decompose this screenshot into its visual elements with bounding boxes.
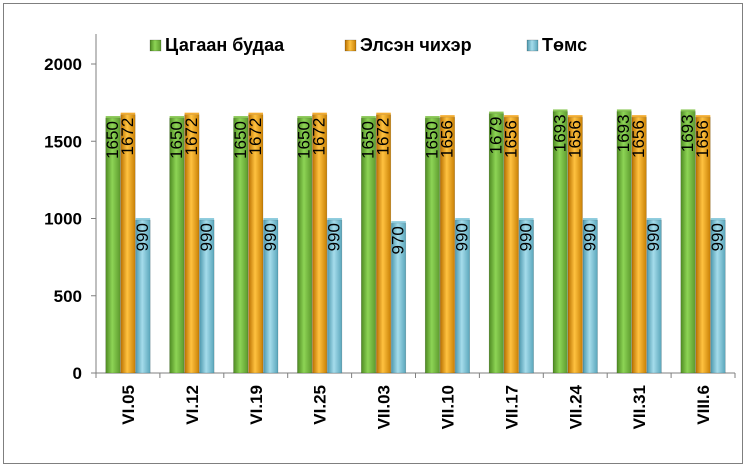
data-label: 1650 [422, 121, 441, 159]
x-tick-label: VI.19 [247, 385, 266, 425]
bar-top [504, 115, 519, 118]
data-label: 990 [516, 223, 535, 251]
data-label: 990 [197, 223, 216, 251]
legend-label: Цагаан будаа [165, 35, 285, 55]
bar-top [297, 116, 312, 119]
bar-top [391, 221, 406, 224]
data-label: 1656 [437, 120, 456, 158]
data-label: 990 [452, 223, 471, 251]
data-label: 1656 [565, 120, 584, 158]
data-label: 1693 [550, 114, 569, 152]
bar-top [631, 115, 647, 118]
data-label: 1693 [678, 114, 697, 152]
data-label: 1672 [246, 118, 265, 156]
y-tick-label: 500 [54, 287, 82, 306]
bar-top [327, 218, 342, 221]
data-label: 990 [133, 223, 152, 251]
x-tick-label: VI.12 [183, 385, 202, 425]
legend-label: Элсэн чихэр [360, 35, 472, 55]
data-label: 990 [708, 223, 727, 251]
data-label: 1656 [629, 120, 648, 158]
data-label: 990 [580, 223, 599, 251]
bar-top [553, 109, 568, 112]
data-labels: 1650 1650 1650 1650 1650 1650 1679 1693 1693 1693… [103, 114, 727, 254]
data-label: 1672 [374, 118, 393, 156]
data-label: 1672 [182, 118, 201, 156]
bar-top [361, 116, 376, 119]
y-tick-label: 1500 [44, 132, 82, 151]
bar-top [425, 116, 440, 119]
y-tick-label: 1000 [44, 210, 82, 229]
bar-top [710, 218, 726, 221]
data-label: 990 [261, 223, 280, 251]
legend-swatch [149, 39, 162, 52]
bar-top [680, 109, 696, 112]
x-tick-label: VII.03 [375, 385, 394, 429]
data-label: 990 [644, 223, 663, 251]
bar-top [169, 116, 185, 119]
data-label: 1693 [614, 114, 633, 152]
bar-top [455, 218, 470, 221]
data-label: 1650 [103, 121, 122, 159]
bar-top [646, 218, 662, 221]
legend-swatch [344, 39, 357, 52]
data-label: 1679 [486, 117, 505, 155]
bar-top [489, 111, 504, 114]
bar-top [616, 109, 632, 112]
legend-swatch [526, 39, 539, 52]
bar-top [120, 112, 136, 115]
data-label: 1656 [501, 120, 520, 158]
data-label: 1650 [359, 121, 378, 159]
bar-top [135, 218, 151, 221]
bar-top [695, 115, 711, 118]
y-tick-label: 0 [73, 364, 82, 383]
x-tick-label: VI.25 [311, 385, 330, 425]
bar-top [105, 116, 121, 119]
bar-top [440, 115, 455, 118]
x-tick-label: VII.10 [438, 385, 457, 429]
bar-top [184, 112, 200, 115]
bars [105, 109, 726, 374]
bar-top [519, 218, 534, 221]
bar-top [199, 218, 215, 221]
y-axis: 0 500 1000 1500 2000 [44, 34, 97, 383]
y-tick-label: 2000 [44, 55, 82, 74]
data-label: 1650 [295, 121, 314, 159]
data-label: 990 [325, 223, 344, 251]
bar-top [312, 112, 327, 115]
x-tick-label: VII.17 [502, 385, 521, 429]
data-label: 1656 [693, 120, 712, 158]
x-axis: VI.05 VI.12 VI.19 VI.25 VII.03 VII.10 VII.17 VI… [95, 372, 736, 429]
bar-top [583, 218, 598, 221]
data-label: 1650 [231, 121, 250, 159]
x-tick-label: VII.31 [630, 385, 649, 429]
bar-top [248, 112, 263, 115]
data-label: 1650 [167, 121, 186, 159]
bar-top [233, 116, 248, 119]
x-tick-label: VI.05 [119, 385, 138, 425]
legend: Цагаан будаа Элсэн чихэр Төмс [149, 35, 587, 55]
x-tick-label: VII.24 [566, 384, 585, 429]
x-tick-label: VIII.6 [694, 385, 713, 425]
data-label: 1672 [310, 118, 329, 156]
data-label: 1672 [118, 118, 137, 156]
legend-label: Төмс [542, 35, 587, 55]
bar-top [568, 115, 583, 118]
data-label: 970 [389, 226, 408, 254]
bar-top [263, 218, 278, 221]
bar-top [376, 112, 391, 115]
